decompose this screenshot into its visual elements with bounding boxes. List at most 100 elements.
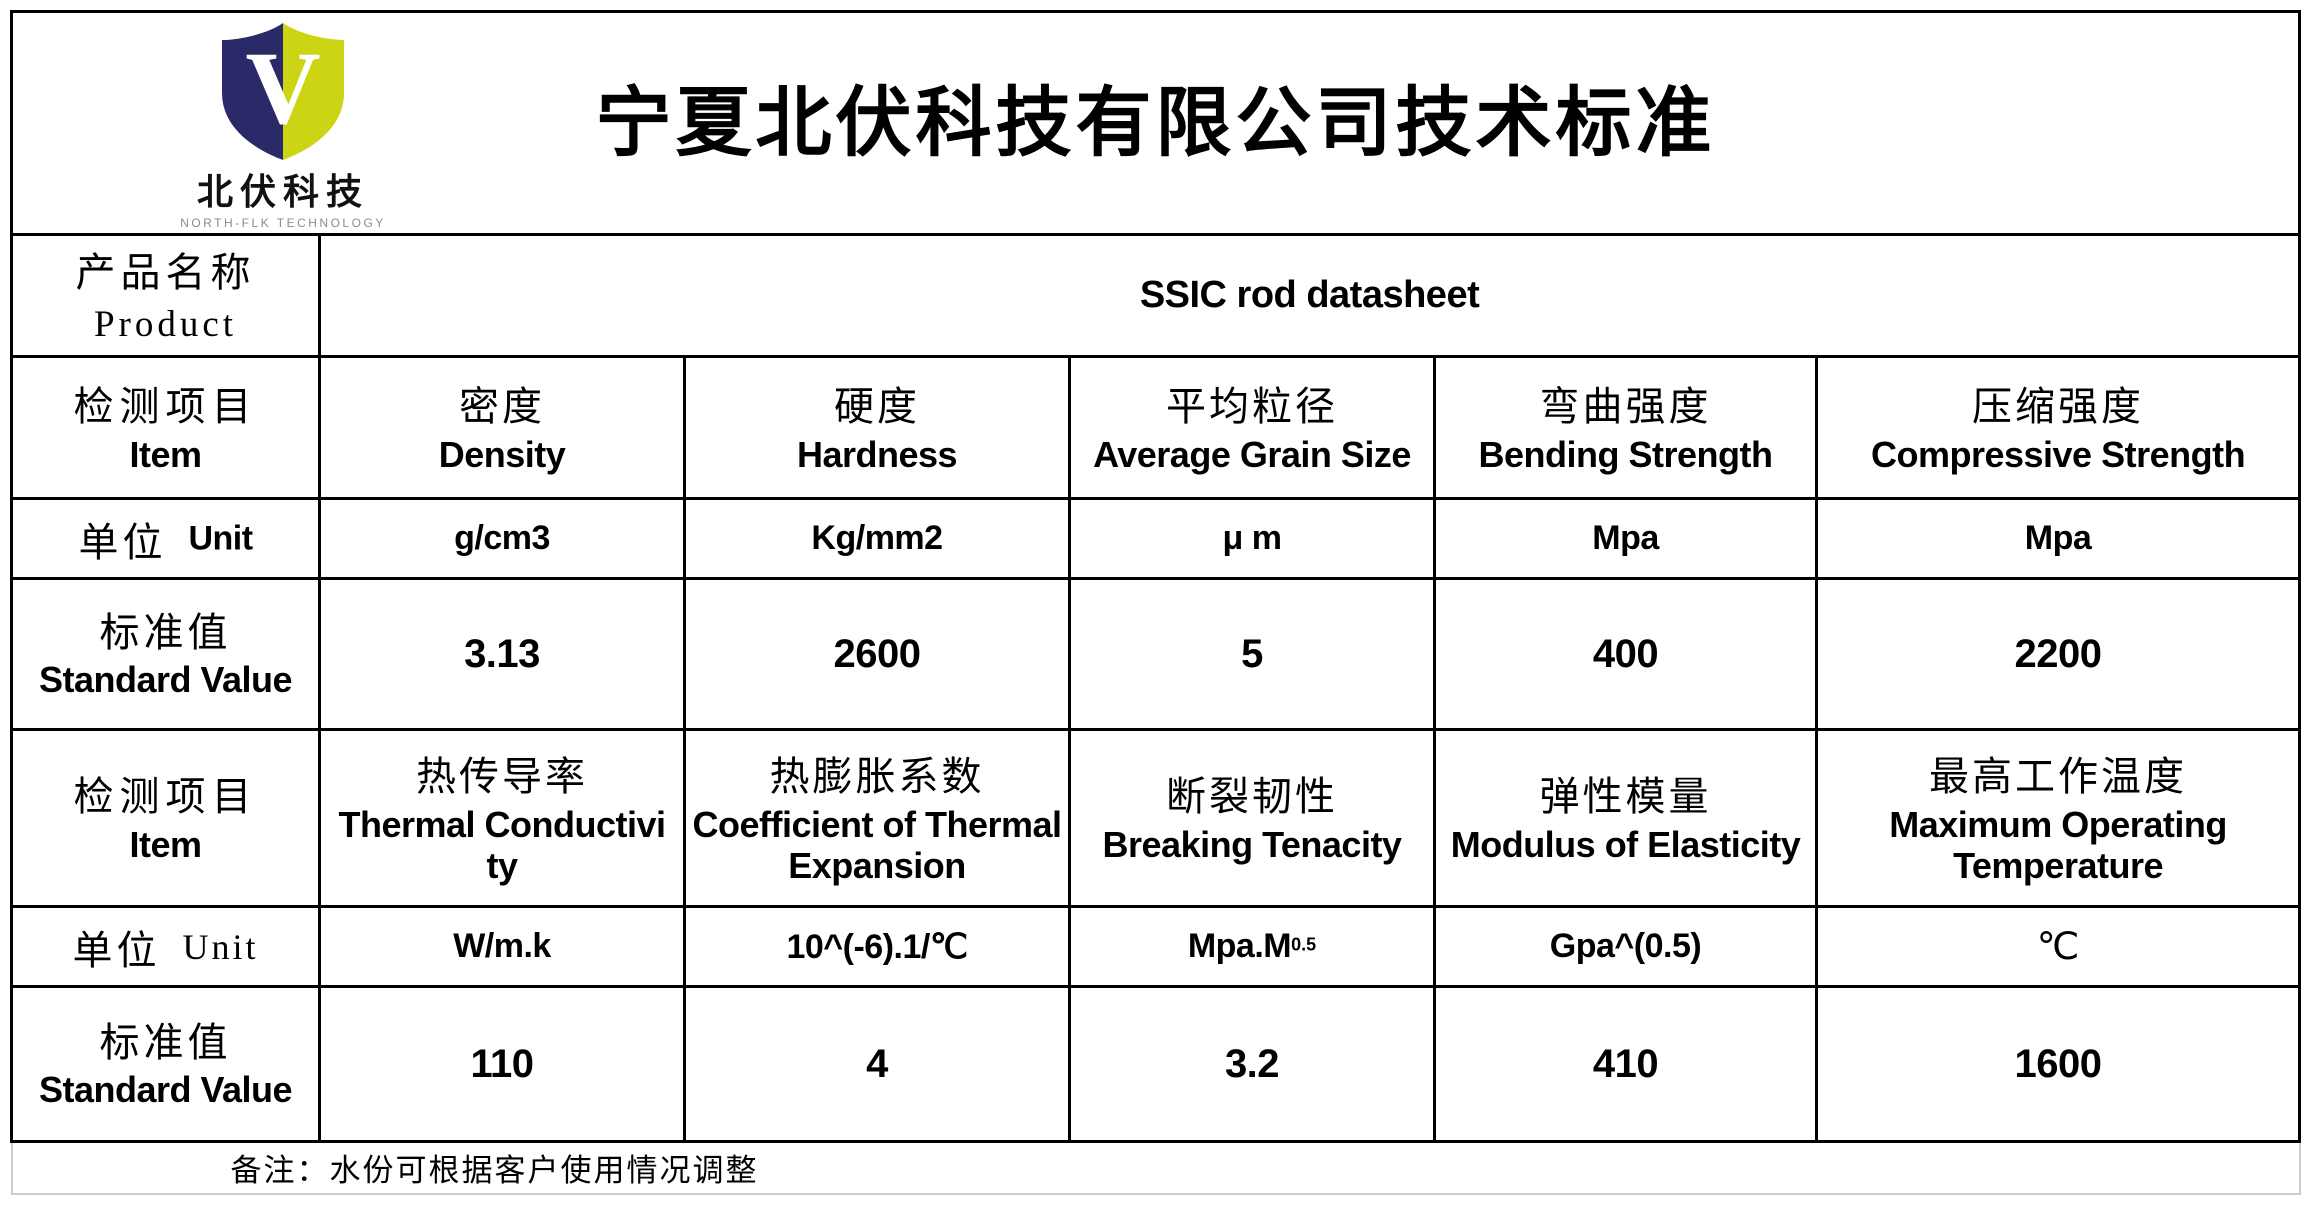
- unit-value: μ m: [1222, 519, 1282, 557]
- col-name-cn: 弹性模量: [1539, 774, 1712, 820]
- col-name-en: Coefficient of Thermal Expansion: [692, 803, 1062, 886]
- std-label-cn: 标准值: [99, 1020, 232, 1065]
- col-name-en: Thermal Conductivi ty: [338, 803, 666, 886]
- header-cell: V 北伏科技 NORTH-FLK TECHNOLOGY 宁夏北伏科技有限公司技术…: [9, 10, 2302, 236]
- std-value: 3.2: [1224, 1041, 1280, 1086]
- std-value: 400: [1592, 631, 1659, 676]
- unit-bending: Mpa: [1433, 497, 1818, 580]
- section1-unit-label-cell: 单位 Unit: [10, 497, 321, 580]
- std-label-en: Standard Value: [38, 1069, 293, 1110]
- company-logo: V 北伏科技 NORTH-FLK TECHNOLOGY: [178, 21, 388, 230]
- product-label-cell: 产品名称 Product: [10, 233, 321, 358]
- unit-value: 10^(-6).1/℃: [786, 927, 968, 966]
- item-label-cn: 检测项目: [73, 383, 258, 429]
- col-name-en: Average Grain Size: [1093, 433, 1411, 475]
- section1-item-row: 检测项目 Item 密度 Density 硬度 Hardness 平均粒径 Av…: [10, 355, 2302, 500]
- std-compressive: 2200: [1814, 577, 2302, 731]
- std-density: 3.13: [318, 577, 686, 731]
- col-name-en: Bending Strength: [1478, 433, 1773, 475]
- unit-exponent: 0.5: [1291, 934, 1317, 955]
- note-cell: 备注：水份可根据客户使用情况调整: [10, 1140, 2301, 1195]
- note-row: 备注：水份可根据客户使用情况调整: [10, 1140, 2301, 1195]
- unit-hardness: Kg/mm2: [683, 497, 1071, 580]
- section1-col-grain-size: 平均粒径 Average Grain Size: [1068, 355, 1436, 500]
- header-row: V 北伏科技 NORTH-FLK TECHNOLOGY 宁夏北伏科技有限公司技术…: [9, 10, 2302, 236]
- unit-value: Mpa.M: [1187, 927, 1292, 965]
- section1-col-compressive: 压缩强度 Compressive Strength: [1814, 355, 2302, 500]
- unit-label-cn: 单位: [78, 519, 167, 565]
- col-name-en: Hardness: [796, 433, 958, 475]
- product-label-en: Product: [93, 304, 238, 346]
- unit-value: g/cm3: [454, 519, 550, 557]
- unit-value: ℃: [2036, 926, 2080, 968]
- section2-col-thermal-expansion: 热膨胀系数 Coefficient of Thermal Expansion: [683, 728, 1071, 908]
- section1-std-row: 标准值 Standard Value 3.13 2600 5 400 2200: [10, 577, 2302, 731]
- section2-unit-row: 单位 Unit W/m.k 10^(-6).1/℃ Mpa.M0.5 Gpa^(0…: [10, 905, 2302, 988]
- unit-modulus: Gpa^(0.5): [1433, 905, 1818, 988]
- logo-brand-cn: 北伏科技: [196, 171, 369, 212]
- product-value-cell: SSIC rod datasheet: [317, 233, 2302, 358]
- unit-value: Mpa: [2024, 519, 2092, 557]
- shield-logo-icon: V: [222, 23, 344, 160]
- unit-thermal-expansion: 10^(-6).1/℃: [683, 905, 1071, 988]
- unit-label-en: Unit: [182, 926, 259, 967]
- unit-thermal-conductivity: W/m.k: [318, 905, 686, 988]
- col-name-en: Breaking Tenacity: [1102, 824, 1402, 866]
- col-name-cn: 密度: [459, 383, 545, 429]
- section2-col-max-temp: 最高工作温度 Maximum Operating Temperature: [1814, 728, 2302, 908]
- product-value: SSIC rod datasheet: [1139, 274, 1480, 316]
- col-name-cn: 硬度: [834, 383, 920, 429]
- item-label-cn: 检测项目: [73, 774, 258, 819]
- std-value: 4: [866, 1041, 888, 1086]
- note-text: 备注：水份可根据客户使用情况调整: [230, 1153, 759, 1189]
- logo-monogram: V: [245, 31, 320, 146]
- section2-col-breaking-tenacity: 断裂韧性 Breaking Tenacity: [1068, 728, 1436, 908]
- col-name-cn: 弯曲强度: [1539, 383, 1712, 429]
- std-hardness: 2600: [683, 577, 1071, 731]
- std-value: 110: [470, 1041, 534, 1086]
- section2-unit-label-cell: 单位 Unit: [10, 905, 321, 988]
- page-title: 宁夏北伏科技有限公司技术标准: [595, 82, 1716, 166]
- col-name-cn: 断裂韧性: [1166, 774, 1338, 820]
- section2-col-thermal-conductivity: 热传导率 Thermal Conductivi ty: [318, 728, 686, 908]
- col-name-en: Modulus of Elasticity: [1450, 824, 1801, 866]
- col-name-cn: 压缩强度: [1972, 383, 2145, 429]
- product-label-cn: 产品名称: [75, 250, 256, 296]
- std-value: 2200: [2014, 631, 2102, 676]
- unit-density: g/cm3: [318, 497, 686, 580]
- col-name-cn: 热膨胀系数: [769, 753, 985, 799]
- col-name-en: Maximum Operating Temperature: [1889, 803, 2227, 886]
- std-breaking-tenacity: 3.2: [1068, 985, 1436, 1143]
- unit-label-cn: 单位: [72, 927, 161, 973]
- std-modulus: 410: [1433, 985, 1818, 1143]
- unit-compressive: Mpa: [1814, 497, 2302, 580]
- unit-breaking-tenacity: Mpa.M0.5: [1068, 905, 1436, 988]
- section2-item-label-cell: 检测项目 Item: [10, 728, 321, 908]
- unit-value: Kg/mm2: [811, 519, 943, 557]
- unit-grain-size: μ m: [1068, 497, 1436, 580]
- section2-col-modulus: 弹性模量 Modulus of Elasticity: [1433, 728, 1818, 908]
- section1-std-label-cell: 标准值 Standard Value: [10, 577, 321, 731]
- section2-std-row: 标准值 Standard Value 110 4 3.2 410 1600: [10, 985, 2302, 1143]
- col-name-cn: 平均粒径: [1166, 383, 1338, 429]
- std-value: 1600: [2014, 1041, 2102, 1086]
- col-name-cn: 最高工作温度: [1929, 753, 2188, 799]
- section1-unit-row: 单位 Unit g/cm3 Kg/mm2 μ m Mpa Mpa: [10, 497, 2302, 580]
- logo-brand-en: NORTH-FLK TECHNOLOGY: [180, 216, 386, 230]
- section1-col-hardness: 硬度 Hardness: [683, 355, 1071, 500]
- section1-col-bending: 弯曲强度 Bending Strength: [1433, 355, 1818, 500]
- std-thermal-expansion: 4: [683, 985, 1071, 1143]
- datasheet-table: V 北伏科技 NORTH-FLK TECHNOLOGY 宁夏北伏科技有限公司技术…: [9, 10, 2302, 1195]
- std-value: 3.13: [464, 631, 540, 676]
- col-name-en: Compressive Strength: [1870, 433, 2246, 475]
- std-label-en: Standard Value: [38, 659, 293, 700]
- col-name-en: Density: [438, 433, 566, 475]
- item-label-en: Item: [129, 824, 202, 865]
- col-name-cn: 热传导率: [416, 753, 588, 799]
- item-label-en: Item: [129, 433, 202, 475]
- unit-max-temp: ℃: [1814, 905, 2302, 988]
- std-label-cn: 标准值: [99, 610, 232, 655]
- unit-value: Mpa: [1592, 519, 1659, 557]
- section1-item-label-cell: 检测项目 Item: [10, 355, 321, 500]
